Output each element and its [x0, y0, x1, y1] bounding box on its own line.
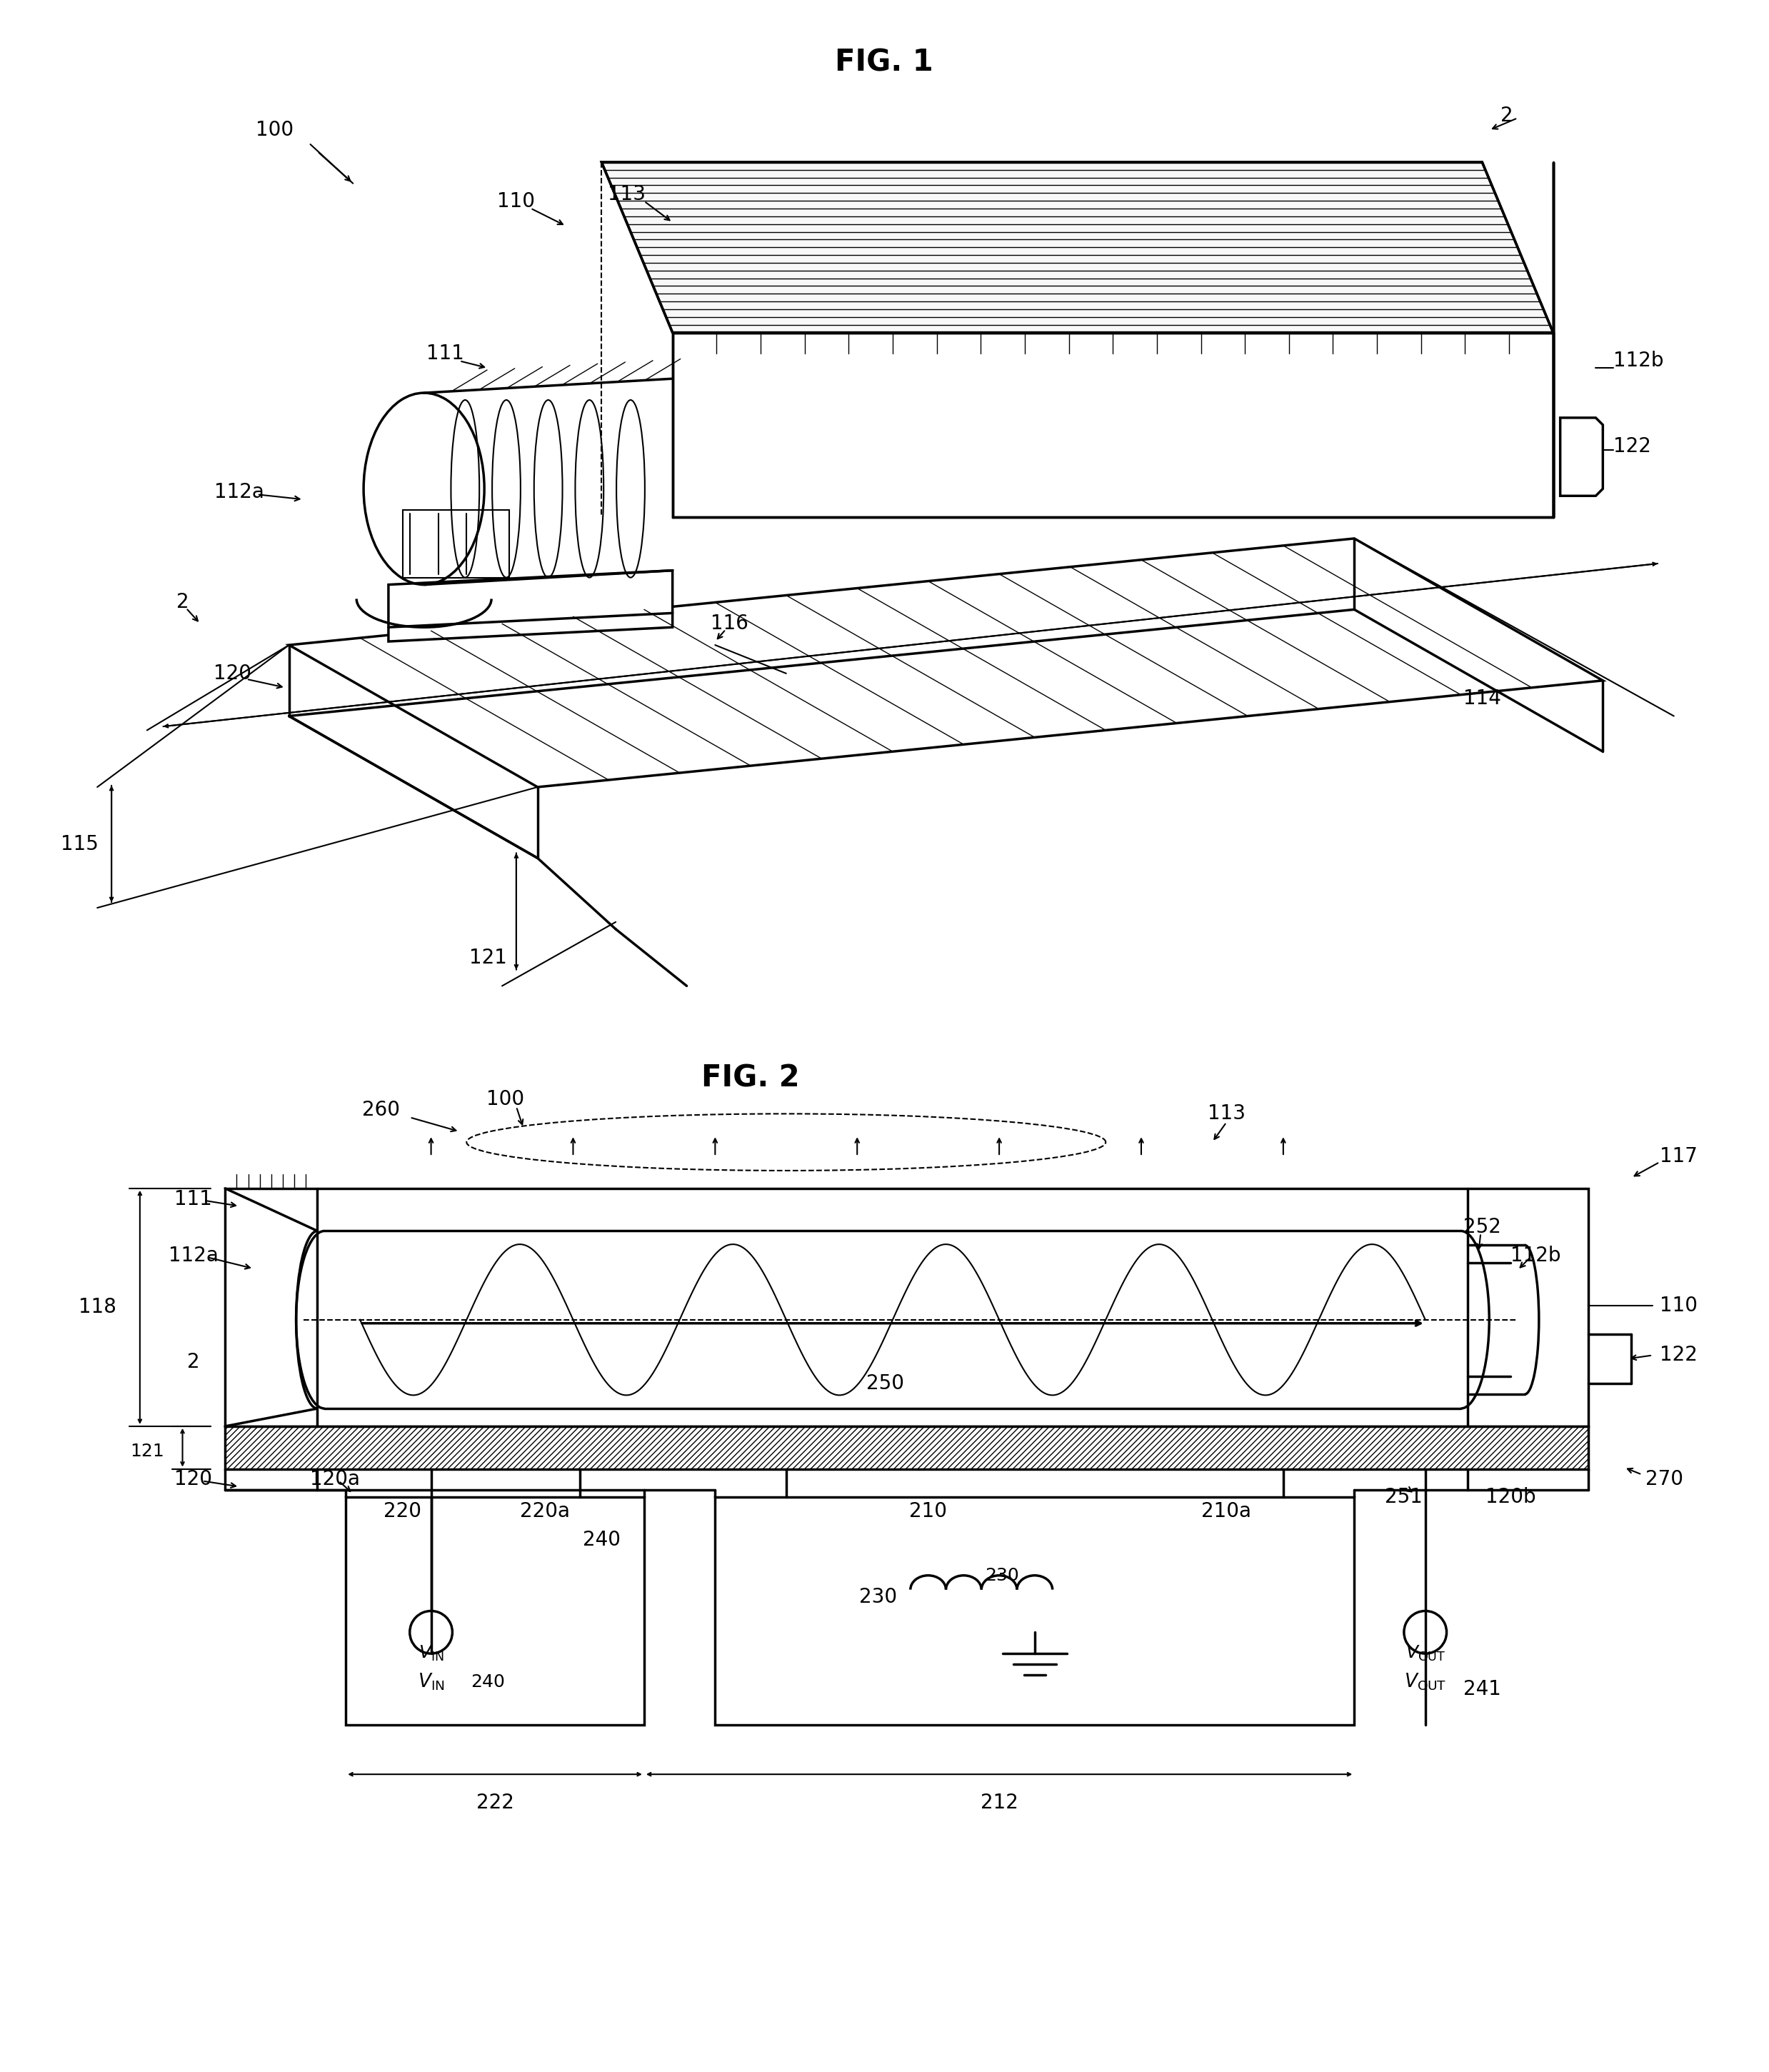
- Text: 270: 270: [1645, 1469, 1684, 1490]
- Text: $V_\mathsf{OUT}$: $V_\mathsf{OUT}$: [1405, 1645, 1445, 1664]
- Text: 118: 118: [78, 1297, 117, 1318]
- Text: 111: 111: [426, 344, 463, 365]
- Text: 240: 240: [582, 1529, 621, 1550]
- Text: $V_\mathsf{IN}$: $V_\mathsf{IN}$: [417, 1645, 444, 1664]
- Text: 120: 120: [173, 1469, 212, 1490]
- Text: 210: 210: [909, 1502, 946, 1521]
- Text: 113: 113: [607, 184, 646, 203]
- Polygon shape: [672, 332, 1553, 518]
- Text: 2: 2: [1500, 106, 1512, 126]
- Text: 222: 222: [476, 1792, 513, 1813]
- Text: 115: 115: [60, 833, 99, 854]
- Polygon shape: [288, 539, 1603, 787]
- Text: 260: 260: [363, 1100, 400, 1121]
- Text: 112b: 112b: [1613, 350, 1665, 371]
- Text: 230: 230: [985, 1566, 1019, 1583]
- Text: $V_{\mathsf{IN}}$: $V_{\mathsf{IN}}$: [417, 1672, 444, 1693]
- Polygon shape: [1560, 419, 1603, 495]
- Text: 252: 252: [1463, 1218, 1500, 1237]
- Text: 120: 120: [214, 663, 251, 684]
- Text: 122: 122: [1613, 435, 1650, 456]
- Text: 240: 240: [471, 1674, 504, 1691]
- Text: 2: 2: [188, 1353, 200, 1372]
- Text: 210a: 210a: [1201, 1502, 1251, 1521]
- Text: 230: 230: [860, 1587, 897, 1606]
- Text: 220: 220: [384, 1502, 421, 1521]
- Text: 250: 250: [867, 1374, 904, 1394]
- Text: 120a: 120a: [310, 1469, 361, 1490]
- Text: 111: 111: [175, 1189, 212, 1208]
- Text: 122: 122: [1659, 1345, 1698, 1365]
- Text: 220a: 220a: [520, 1502, 570, 1521]
- Polygon shape: [345, 1498, 644, 1724]
- Text: 112a: 112a: [168, 1245, 218, 1266]
- Text: 241: 241: [1463, 1678, 1500, 1699]
- Text: 251: 251: [1385, 1488, 1422, 1506]
- Text: 100: 100: [486, 1090, 525, 1111]
- Text: 114: 114: [1463, 688, 1500, 709]
- Text: 112a: 112a: [214, 483, 264, 501]
- Text: FIG. 1: FIG. 1: [835, 48, 934, 77]
- Text: FIG. 2: FIG. 2: [702, 1063, 800, 1094]
- Text: 2: 2: [177, 593, 189, 613]
- Text: 121: 121: [469, 947, 506, 968]
- Text: $V_{\mathsf{OUT}}$: $V_{\mathsf{OUT}}$: [1405, 1672, 1447, 1693]
- Text: 116: 116: [711, 613, 748, 634]
- Polygon shape: [403, 510, 509, 578]
- Text: 112b: 112b: [1511, 1245, 1560, 1266]
- Polygon shape: [601, 162, 1553, 332]
- Polygon shape: [389, 570, 672, 642]
- Text: 100: 100: [257, 120, 294, 141]
- Polygon shape: [715, 1498, 1355, 1724]
- Polygon shape: [225, 1189, 1589, 1426]
- Text: 120b: 120b: [1486, 1488, 1535, 1506]
- Text: 212: 212: [980, 1792, 1019, 1813]
- Text: 113: 113: [1208, 1104, 1245, 1123]
- Text: 117: 117: [1659, 1146, 1698, 1167]
- Text: 110: 110: [1659, 1295, 1698, 1316]
- Text: 110: 110: [497, 191, 536, 211]
- Polygon shape: [225, 1426, 1589, 1469]
- Text: 121: 121: [129, 1442, 165, 1459]
